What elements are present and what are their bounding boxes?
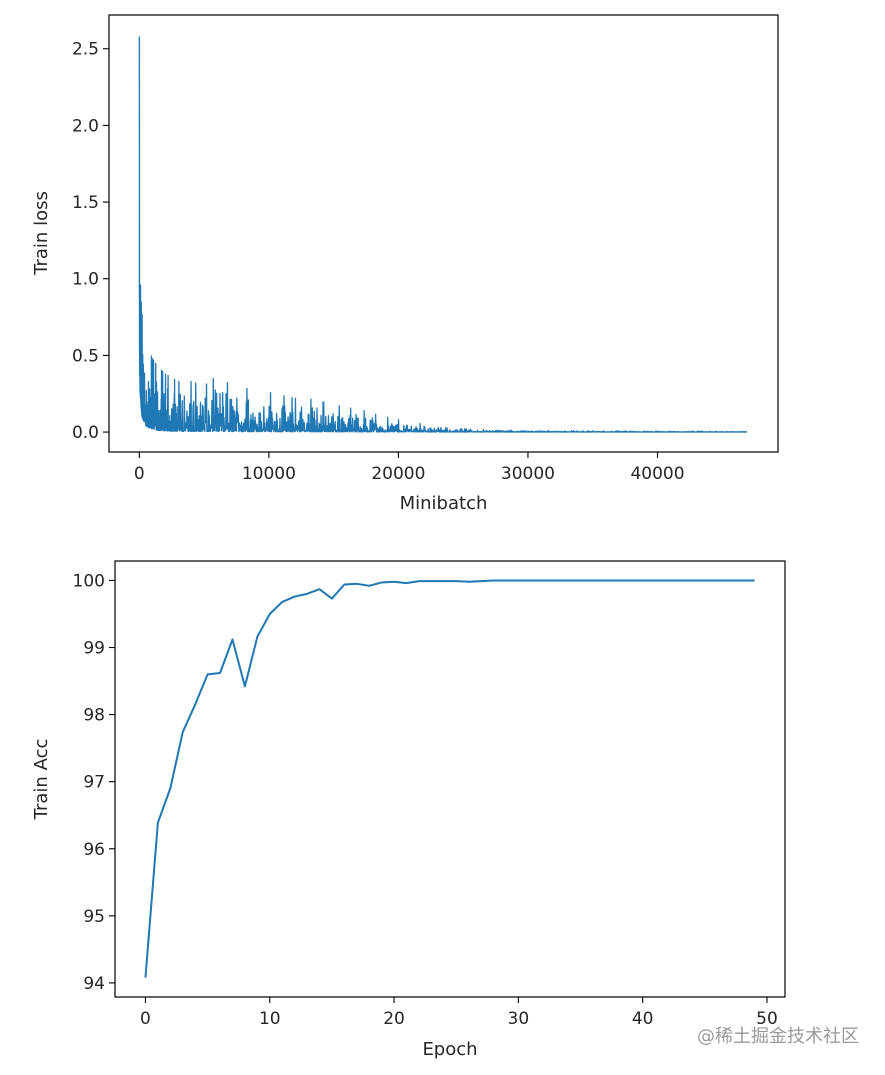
loss-y-axis: 0.0 0.5 1.0 1.5 2.0 2.5 bbox=[72, 40, 109, 443]
loss-plot-area bbox=[109, 15, 778, 452]
loss-y-tick-label: 1.5 bbox=[72, 193, 99, 213]
acc-x-tick-label: 50 bbox=[756, 1009, 778, 1029]
loss-y-tick-label: 1.0 bbox=[72, 270, 99, 290]
acc-y-tick-label: 98 bbox=[83, 706, 105, 726]
acc-x-tick-label: 20 bbox=[383, 1009, 405, 1029]
loss-x-tick-label: 30000 bbox=[501, 464, 555, 484]
acc-y-tick-label: 94 bbox=[83, 974, 105, 994]
acc-x-axis: 0 10 20 30 40 50 bbox=[140, 997, 778, 1029]
acc-y-tick-label: 100 bbox=[73, 571, 105, 591]
acc-y-tick-label: 97 bbox=[83, 773, 105, 793]
loss-y-tick-label: 2.5 bbox=[72, 40, 99, 60]
loss-y-tick-label: 0.0 bbox=[72, 423, 99, 443]
accuracy-chart: 0 10 20 30 40 50 94 95 96 97 98 99 100 Epoch Train … bbox=[31, 560, 786, 1060]
loss-x-tick-label: 20000 bbox=[371, 464, 425, 484]
acc-series-line bbox=[144, 579, 755, 978]
acc-y-tick-label: 96 bbox=[83, 840, 105, 860]
loss-x-tick-label: 40000 bbox=[630, 464, 684, 484]
watermark: @稀土掘金技术社区 bbox=[697, 1026, 859, 1047]
acc-line bbox=[144, 579, 755, 978]
acc-y-axis-label: Train Acc bbox=[31, 739, 52, 821]
acc-x-tick-label: 0 bbox=[140, 1009, 151, 1029]
acc-x-axis-label: Epoch bbox=[422, 1039, 477, 1060]
loss-x-axis-label: Minibatch bbox=[400, 493, 488, 514]
loss-line bbox=[138, 36, 748, 433]
loss-x-tick-label: 0 bbox=[134, 464, 145, 484]
acc-y-tick-label: 95 bbox=[83, 907, 105, 927]
loss-series-line bbox=[138, 36, 748, 433]
acc-x-tick-label: 10 bbox=[259, 1009, 281, 1029]
loss-chart: 0 10000 20000 30000 40000 0.0 0.5 1.0 1.5 2.0 2.5… bbox=[31, 14, 779, 514]
loss-y-tick-label: 0.5 bbox=[72, 346, 99, 366]
acc-y-tick-label: 99 bbox=[83, 639, 105, 659]
acc-plot-frame bbox=[114, 560, 786, 998]
acc-x-tick-label: 30 bbox=[508, 1009, 530, 1029]
acc-plot-area bbox=[115, 561, 785, 997]
loss-plot-frame bbox=[108, 14, 779, 453]
loss-y-tick-label: 2.0 bbox=[72, 116, 99, 136]
acc-y-axis: 94 95 96 97 98 99 100 bbox=[73, 571, 115, 994]
loss-x-axis: 0 10000 20000 30000 40000 bbox=[134, 452, 685, 484]
loss-y-axis-label: Train loss bbox=[31, 191, 52, 276]
acc-x-tick-label: 40 bbox=[632, 1009, 654, 1029]
loss-x-tick-label: 10000 bbox=[242, 464, 296, 484]
